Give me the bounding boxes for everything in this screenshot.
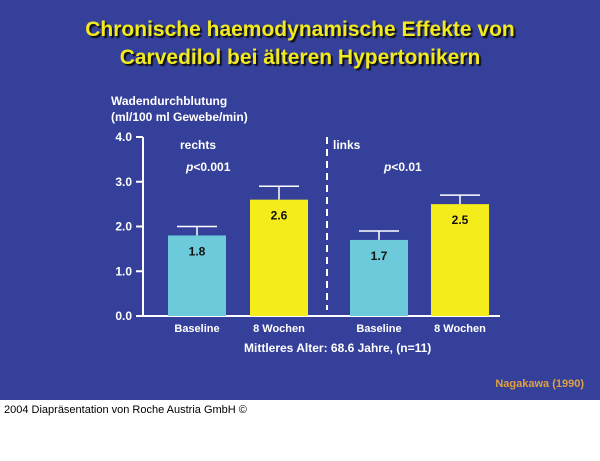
category-label: 8 Wochen (434, 323, 486, 335)
bar (168, 235, 226, 316)
bar (350, 239, 408, 316)
y-axis-label-2: (ml/100 ml Gewebe/min) (111, 110, 248, 124)
y-tick-label: 3.0 (115, 175, 132, 189)
y-tick-label: 2.0 (115, 220, 132, 234)
source-citation: Nagakawa (1990) (495, 378, 584, 390)
footer-copyright: 2004 Diapräsentation von Roche Austria G… (4, 404, 247, 416)
y-tick-label: 1.0 (115, 264, 132, 278)
group-label-links: links (333, 138, 361, 152)
x-axis-label: Mittleres Alter: 68.6 Jahre, (n=11) (244, 341, 432, 355)
bar (431, 204, 489, 316)
bar-value-label: 1.8 (189, 244, 206, 258)
p-value-links: p<0.01 (384, 160, 422, 174)
bar-value-label: 1.7 (371, 249, 388, 263)
group-label-rechts: rechts (180, 138, 217, 152)
category-label: Baseline (174, 323, 219, 335)
y-tick-label: 0.0 (115, 309, 132, 323)
bar-value-label: 2.6 (271, 209, 288, 223)
category-label: Baseline (356, 323, 401, 335)
bar (250, 199, 308, 316)
slide: Chronische haemodynamische Effekte von C… (0, 0, 600, 400)
p-value-rechts: p<0.001 (186, 160, 231, 174)
title-line-1: Chronische haemodynamische Effekte von (85, 18, 515, 41)
title-line-2: Carvedilol bei älteren Hypertonikern (119, 46, 481, 69)
bar-value-label: 2.5 (452, 213, 469, 227)
y-axis-label-1: Wadendurchblutung (111, 94, 228, 108)
y-tick-label: 4.0 (115, 130, 132, 144)
bar-chart: 0.0 1.0 2.0 3.0 4.0 1.8 Baseline 2.6 8 Wochen 1.7… (115, 130, 500, 335)
category-label: 8 Wochen (253, 323, 305, 335)
